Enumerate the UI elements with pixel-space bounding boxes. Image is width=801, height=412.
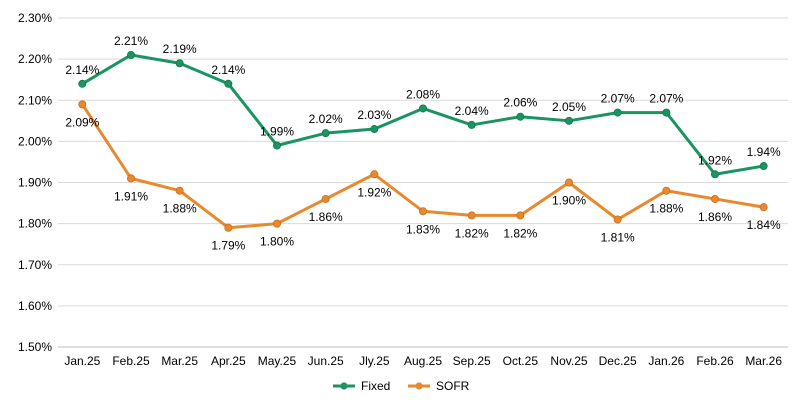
- data-point-sofr: [78, 100, 87, 109]
- data-point-fixed: [175, 59, 184, 68]
- data-point-sofr: [272, 219, 281, 228]
- data-labels: 2.14% 2.21% 2.19% 2.14% 1.99% 2.02% 2.03% 2.08%…: [65, 34, 781, 253]
- data-point-sofr: [224, 223, 233, 232]
- x-tick-label: Feb.26: [696, 354, 734, 368]
- y-tick-label: 1.80%: [18, 217, 52, 231]
- data-label-sofr: 1.84%: [747, 218, 781, 232]
- x-tick-label: Sep.25: [453, 354, 491, 368]
- y-axis: 1.50% 1.60% 1.70% 1.80% 1.90% 2.00% 2.10% 2.20%…: [18, 11, 52, 354]
- data-point-fixed: [711, 170, 720, 179]
- data-label-fixed: 2.14%: [211, 63, 245, 77]
- data-point-sofr: [759, 203, 768, 212]
- x-tick-label: Aug.25: [404, 354, 442, 368]
- data-label-sofr: 1.92%: [357, 185, 391, 199]
- data-label-sofr: 1.86%: [309, 210, 343, 224]
- data-label-fixed: 2.03%: [357, 108, 391, 122]
- data-point-fixed: [78, 79, 87, 88]
- data-label-sofr: 1.88%: [163, 202, 197, 216]
- gridlines: [58, 17, 788, 348]
- data-point-sofr: [613, 215, 622, 224]
- data-point-fixed: [613, 108, 622, 117]
- legend-item-fixed: Fixed: [333, 379, 390, 393]
- data-point-sofr: [127, 174, 136, 183]
- y-tick-label: 1.60%: [18, 299, 52, 313]
- data-point-sofr: [711, 194, 720, 203]
- y-tick-label: 1.90%: [18, 176, 52, 190]
- data-label-fixed: 2.04%: [455, 104, 489, 118]
- data-label-fixed: 2.05%: [552, 100, 586, 114]
- data-point-fixed: [516, 112, 525, 121]
- data-point-fixed: [759, 162, 768, 171]
- data-point-fixed: [467, 120, 476, 129]
- data-label-sofr: 1.88%: [649, 202, 683, 216]
- data-point-fixed: [662, 108, 671, 117]
- data-point-fixed: [418, 104, 427, 113]
- y-tick-label: 1.70%: [18, 258, 52, 272]
- data-label-fixed: 2.19%: [163, 42, 197, 56]
- data-label-fixed: 2.14%: [65, 63, 99, 77]
- x-tick-label: Mar.25: [161, 354, 198, 368]
- x-tick-label: Oct.25: [503, 354, 539, 368]
- data-label-sofr: 1.91%: [114, 189, 148, 203]
- data-label-sofr: 1.80%: [260, 235, 294, 249]
- series-points: [78, 51, 768, 232]
- x-axis: Jan.25 Feb.25 Mar.25 Apr.25 May.25 Jun.25 Jly.…: [64, 354, 782, 368]
- legend-item-sofr: SOFR: [408, 379, 470, 393]
- data-label-sofr: 2.09%: [65, 115, 99, 129]
- data-label-sofr: 1.82%: [503, 226, 537, 240]
- x-tick-label: Jan.25: [64, 354, 100, 368]
- data-point-fixed: [272, 141, 281, 150]
- legend-swatch-marker: [340, 382, 348, 390]
- data-point-fixed: [565, 116, 574, 125]
- data-label-fixed: 2.08%: [406, 87, 440, 101]
- data-point-sofr: [418, 207, 427, 216]
- data-label-fixed: 2.02%: [309, 112, 343, 126]
- series-line-fixed: [80, 53, 766, 176]
- data-point-sofr: [662, 186, 671, 195]
- x-tick-label: Jly.25: [359, 354, 390, 368]
- x-tick-label: Mar.26: [745, 354, 782, 368]
- data-label-sofr: 1.90%: [552, 194, 586, 208]
- data-label-sofr: 1.81%: [601, 231, 635, 245]
- data-point-fixed: [321, 129, 330, 138]
- data-label-fixed: 2.21%: [114, 34, 148, 48]
- data-label-fixed: 1.92%: [698, 153, 732, 167]
- data-label-fixed: 1.94%: [747, 145, 781, 159]
- data-point-sofr: [370, 170, 379, 179]
- legend-label: SOFR: [436, 379, 470, 393]
- data-label-fixed: 1.99%: [260, 124, 294, 138]
- x-tick-label: Dec.25: [599, 354, 637, 368]
- data-label-fixed: 2.07%: [601, 92, 635, 106]
- x-tick-label: May.25: [258, 354, 297, 368]
- y-tick-label: 2.10%: [18, 93, 52, 107]
- x-tick-label: Apr.25: [211, 354, 246, 368]
- data-point-sofr: [321, 194, 330, 203]
- data-point-sofr: [516, 211, 525, 220]
- data-point-fixed: [224, 79, 233, 88]
- data-point-sofr: [565, 178, 574, 187]
- x-tick-label: Jan.26: [648, 354, 684, 368]
- x-tick-label: Jun.25: [308, 354, 344, 368]
- y-tick-label: 2.00%: [18, 134, 52, 148]
- data-point-sofr: [175, 186, 184, 195]
- legend-swatch-marker: [415, 382, 423, 390]
- data-point-sofr: [467, 211, 476, 220]
- data-point-fixed: [370, 125, 379, 134]
- y-tick-label: 2.20%: [18, 52, 52, 66]
- data-label-sofr: 1.79%: [211, 239, 245, 253]
- y-tick-label: 2.30%: [18, 11, 52, 25]
- legend-label: Fixed: [361, 379, 390, 393]
- data-label-sofr: 1.83%: [406, 222, 440, 236]
- data-label-sofr: 1.82%: [455, 226, 489, 240]
- data-label-fixed: 2.07%: [649, 92, 683, 106]
- data-point-fixed: [127, 51, 136, 60]
- x-tick-label: Feb.25: [112, 354, 150, 368]
- x-tick-label: Nov.25: [550, 354, 587, 368]
- data-label-fixed: 2.06%: [503, 96, 537, 110]
- data-label-sofr: 1.86%: [698, 210, 732, 224]
- y-tick-label: 1.50%: [18, 340, 52, 354]
- legend: Fixed SOFR: [333, 379, 470, 393]
